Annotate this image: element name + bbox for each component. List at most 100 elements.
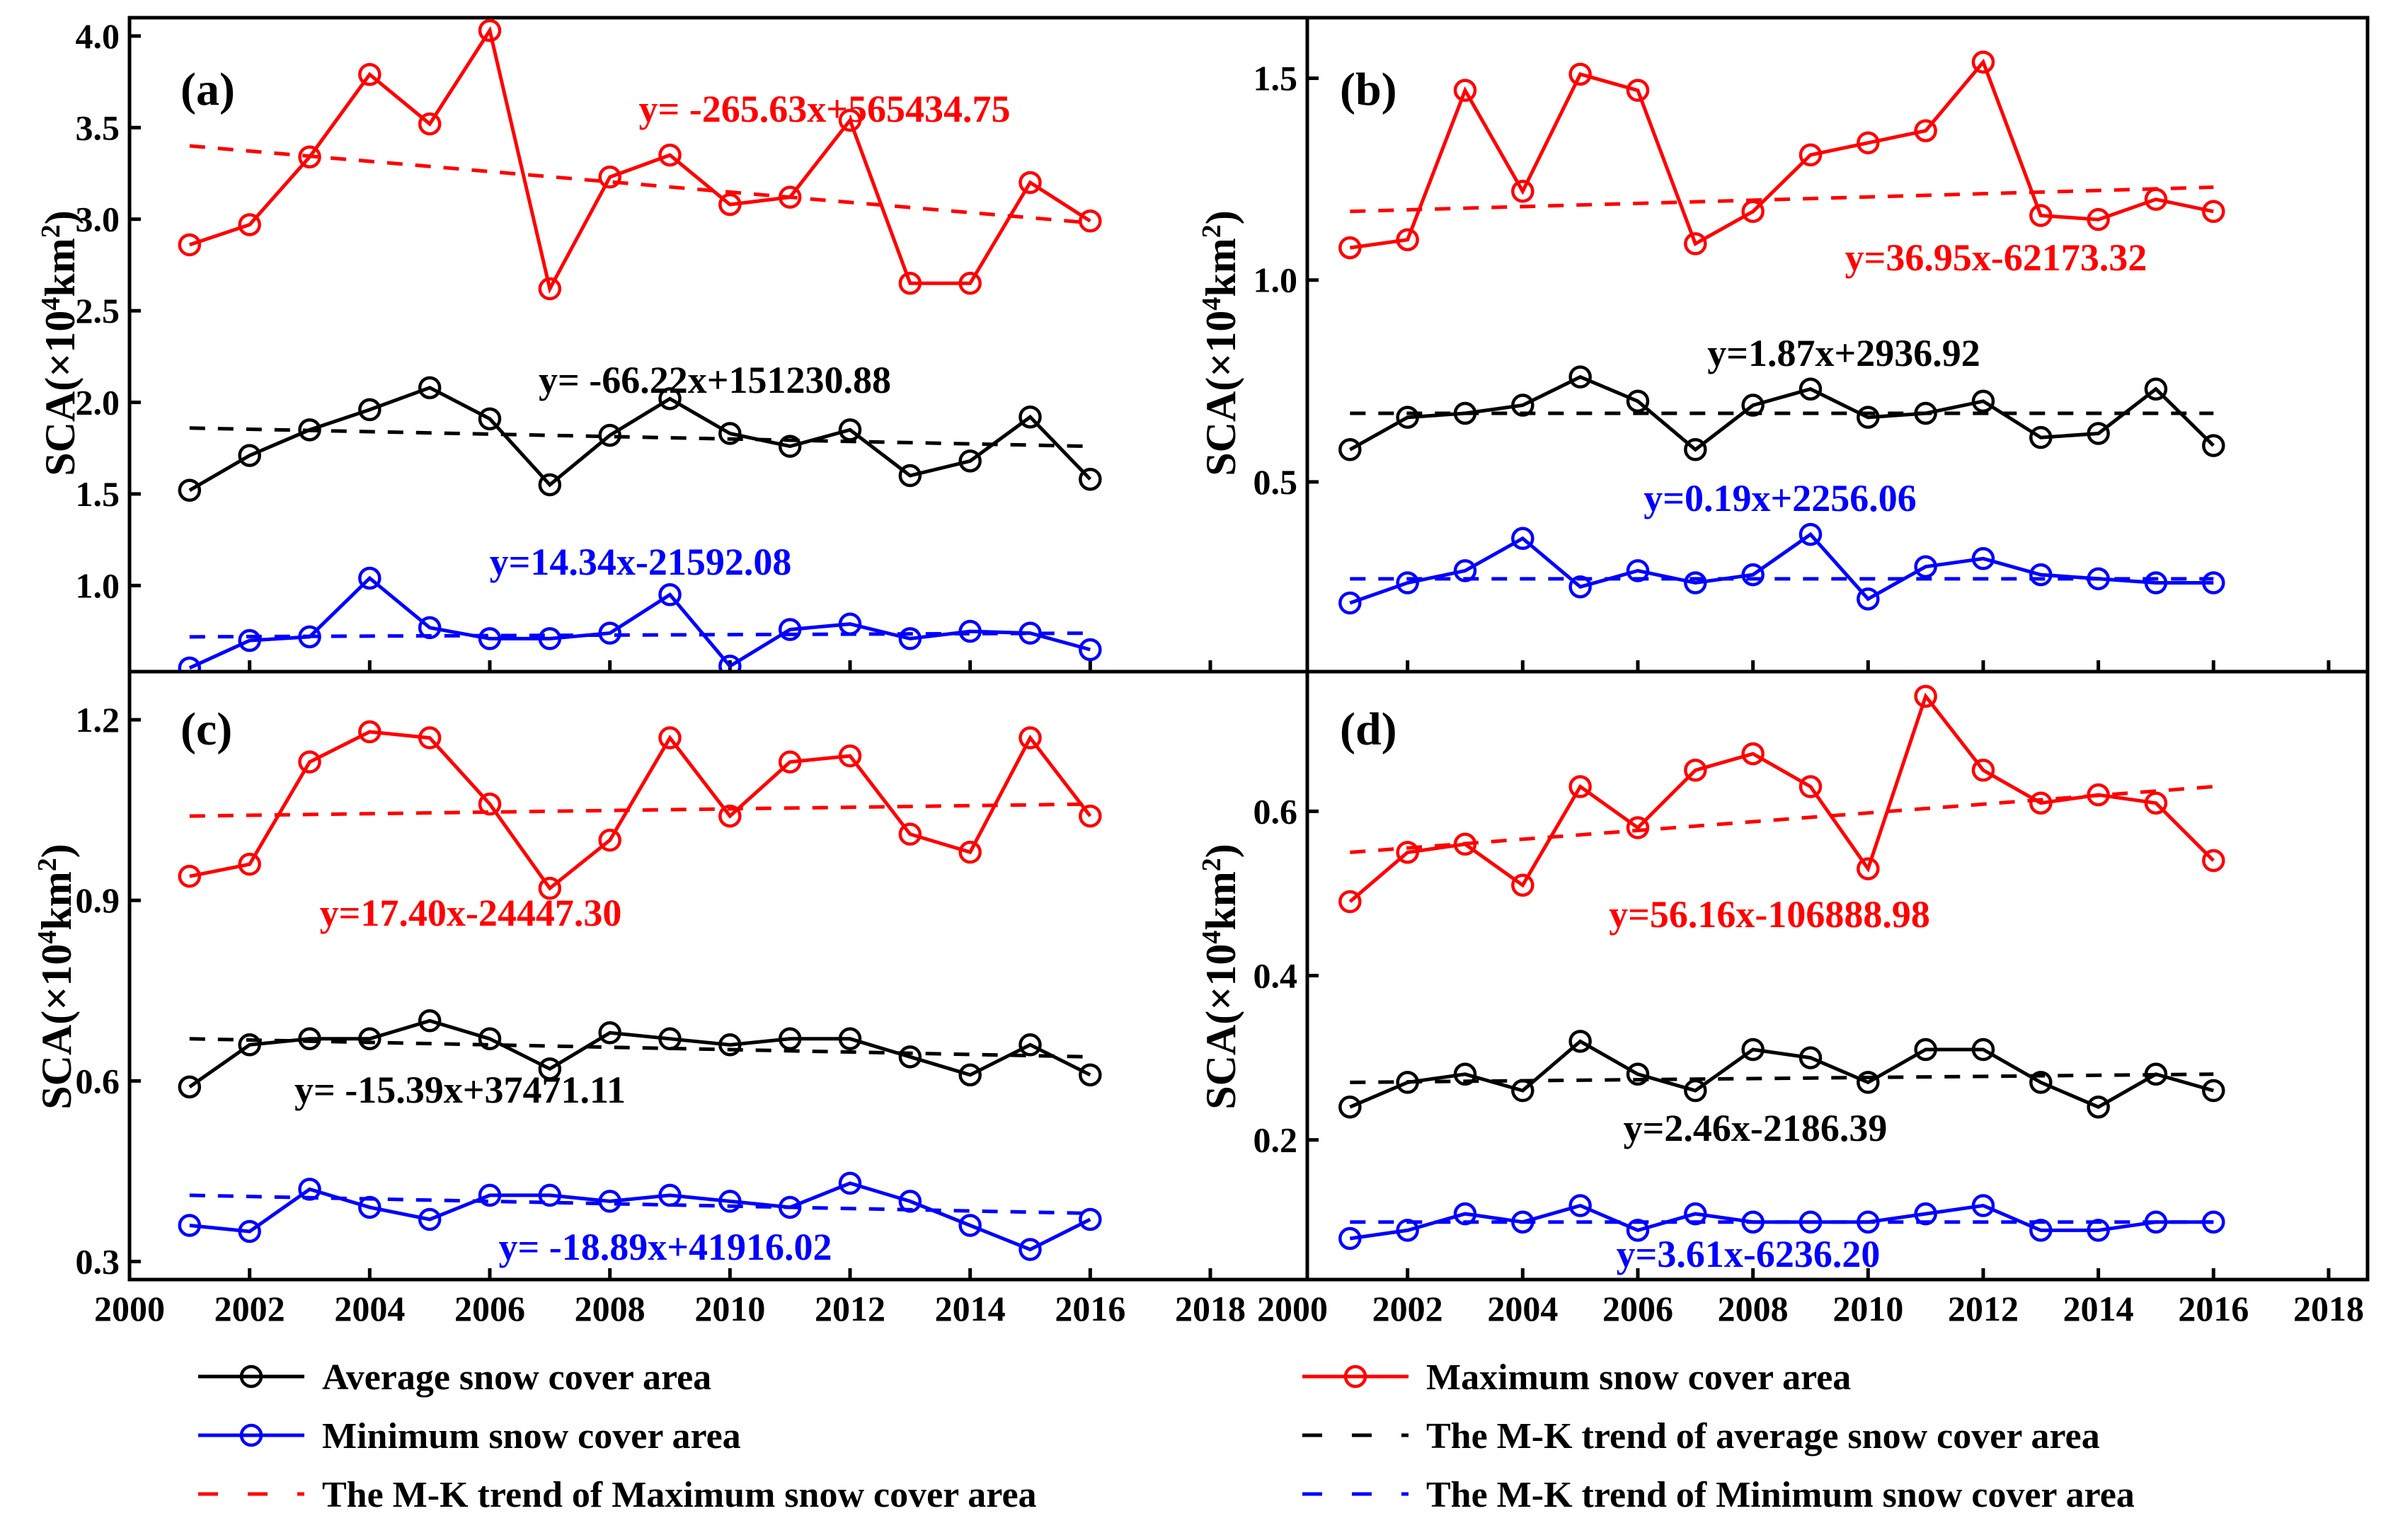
legend-item: The M-K trend of average snow cover area — [1302, 1416, 2100, 1456]
data-point — [1626, 79, 1650, 102]
y-axis-label-part: SCA(×10 — [1198, 944, 1244, 1110]
data-point — [1453, 559, 1477, 582]
data-point — [1019, 1238, 1042, 1261]
data-point — [358, 1027, 381, 1051]
data-point — [598, 423, 621, 447]
y-axis-label-part: ) — [1198, 844, 1244, 858]
data-point — [838, 1027, 862, 1051]
data-point — [538, 473, 562, 497]
series-line — [188, 1018, 1091, 1088]
data-point — [478, 1027, 502, 1051]
data-point — [1914, 401, 1937, 425]
y-axis-label-part: km — [1198, 871, 1244, 930]
data-point — [718, 192, 742, 217]
trend-equation: y=3.61x-6236.20 — [1617, 1233, 1881, 1275]
legend-label: The M-K trend of Minimum snow cover area — [1426, 1475, 2135, 1515]
data-point — [478, 627, 502, 650]
data-point — [478, 792, 502, 816]
data-point — [1453, 1062, 1477, 1086]
data-point — [2202, 571, 2225, 594]
data-point — [1857, 131, 1880, 155]
data-point — [898, 822, 922, 846]
data-point — [2029, 563, 2053, 587]
data-point — [1396, 406, 1419, 429]
y-tick-label: 0.6 — [1253, 791, 1298, 831]
trend-line — [189, 802, 1091, 818]
data-point — [718, 1190, 742, 1213]
data-point — [1971, 389, 1995, 413]
data-point — [1684, 232, 1707, 255]
data-point — [238, 213, 261, 236]
y-tick-label: 4.0 — [76, 16, 120, 56]
y-axis-label-part: 2 — [36, 224, 66, 238]
data-point — [598, 1190, 621, 1213]
data-point — [2144, 1210, 2168, 1234]
data-point — [2202, 200, 2225, 224]
trend-equation: y=14.34x-21592.08 — [490, 541, 792, 583]
data-point — [718, 1033, 742, 1057]
y-axis-label-part: ) — [33, 844, 80, 858]
data-point — [418, 1207, 442, 1231]
data-point — [658, 1027, 682, 1051]
data-point — [1568, 365, 1592, 389]
data-point — [1798, 143, 1823, 167]
data-point — [1511, 180, 1534, 203]
x-tick-label: 2006 — [1602, 1289, 1673, 1328]
trend-line — [1350, 185, 2214, 214]
trend-line — [189, 144, 1091, 225]
data-point — [1338, 236, 1362, 260]
data-point — [1079, 1063, 1102, 1087]
data-point — [898, 464, 922, 488]
data-point — [1741, 393, 1765, 417]
data-point — [778, 618, 802, 641]
data-point — [1568, 1194, 1592, 1217]
data-point — [2144, 791, 2168, 815]
data-point — [658, 387, 682, 410]
data-point — [538, 876, 562, 900]
data-point — [418, 726, 442, 749]
data-point — [1857, 406, 1880, 429]
y-axis-label-part: 4 — [1197, 931, 1227, 944]
x-tick-label: 2018 — [1175, 1289, 1246, 1328]
data-point — [238, 1219, 261, 1243]
data-point — [1338, 591, 1362, 615]
y-tick-label: 1.5 — [76, 474, 120, 514]
data-point — [778, 185, 802, 209]
panel-b: 0.5 1.0 1.5 SCA(×104km2) (b) y=36.95x-62173.3… — [1197, 16, 2370, 674]
y-axis-label: SCA(×104km2) — [36, 210, 84, 476]
data-point — [2029, 204, 2053, 227]
data-point — [1019, 621, 1042, 645]
panel-label: (c) — [180, 703, 232, 755]
data-point — [1684, 1202, 1707, 1226]
data-point — [898, 1045, 922, 1069]
data-point — [2029, 1219, 2053, 1242]
data-point — [1626, 1219, 1650, 1242]
data-point — [178, 478, 202, 502]
data-point — [538, 1057, 562, 1081]
x-tick-label: 2004 — [334, 1289, 405, 1328]
data-point — [1568, 62, 1592, 86]
plot-area — [178, 720, 1102, 1261]
data-point — [838, 1171, 862, 1195]
y-axis-label-part: km — [1198, 238, 1244, 297]
data-point — [298, 750, 321, 774]
data-point — [1396, 228, 1419, 251]
x-tick-label: 2016 — [2178, 1289, 2249, 1328]
series-line — [1349, 58, 2214, 250]
x-tick-label: 2000 — [1257, 1289, 1328, 1328]
data-point — [1914, 555, 1937, 578]
y-axis-label-part: 2 — [1197, 858, 1227, 871]
trend-equation: y=0.19x+2256.06 — [1643, 477, 1917, 519]
y-axis-label-part: SCA(×10 — [37, 311, 84, 476]
legend-label: The M-K trend of Maximum snow cover area — [322, 1475, 1037, 1515]
data-point — [1971, 547, 1995, 570]
data-point — [238, 852, 261, 876]
data-point — [178, 1075, 202, 1099]
legend-swatch-marker — [239, 1364, 263, 1389]
data-point — [1019, 405, 1042, 429]
y-axis-label: SCA(×104km2) — [33, 844, 80, 1110]
trend-equation: y=56.16x-106888.98 — [1609, 893, 1930, 936]
data-point — [1914, 684, 1937, 708]
y-axis-label: SCA(×104km2) — [1197, 844, 1244, 1110]
y-axis-label-part: km — [33, 871, 80, 930]
